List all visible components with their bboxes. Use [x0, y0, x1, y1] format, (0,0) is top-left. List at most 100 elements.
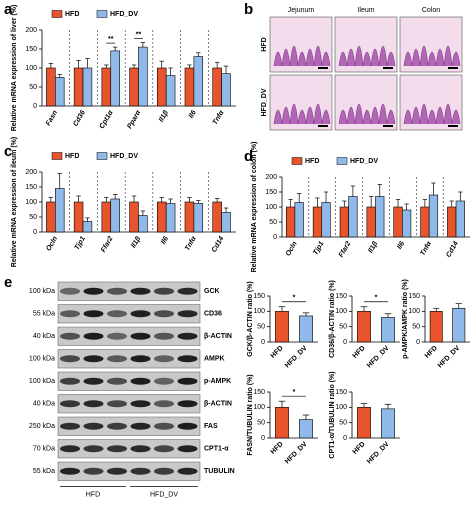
- blot-band: [83, 332, 104, 340]
- protein-label: GCK: [204, 288, 220, 295]
- error-bar: [48, 197, 54, 202]
- panel-label: d: [244, 148, 253, 165]
- tissue: [419, 45, 429, 67]
- blot-band: [130, 355, 151, 363]
- blot-band: [60, 377, 80, 385]
- size-label: 55 kDa: [33, 468, 55, 475]
- protein-label: FAS: [204, 423, 218, 430]
- bar: [184, 67, 195, 107]
- blot-strip: [57, 416, 201, 436]
- bar: [110, 198, 120, 233]
- blot-band: [154, 445, 174, 453]
- blot-band: [83, 400, 104, 408]
- blot-band: [177, 332, 198, 340]
- bar: [55, 188, 65, 233]
- y-tick-label: 50: [339, 324, 347, 331]
- blot-band: [83, 355, 104, 363]
- size-label: 100 kDa: [29, 356, 55, 363]
- error-bar: [214, 198, 220, 202]
- y-axis-label: FASN/TUBULIN ratio (%): [247, 374, 254, 455]
- error-bar: [278, 400, 286, 408]
- y-tick-label: 100: [335, 308, 347, 315]
- scale-bar: [448, 67, 458, 69]
- tissue: [281, 106, 291, 125]
- y-tick-label: 50: [412, 324, 420, 331]
- y-tick-label: 100: [335, 404, 347, 411]
- scale-bar: [448, 125, 458, 127]
- bar: [299, 419, 313, 439]
- tissue: [354, 45, 364, 67]
- bar: [348, 196, 358, 238]
- error-bar: [449, 200, 454, 207]
- tissue: [427, 51, 437, 67]
- tissue: [419, 103, 429, 125]
- bar: [294, 202, 304, 238]
- y-tick-label: 0: [343, 339, 347, 346]
- y-tick-label: 50: [257, 324, 265, 331]
- tissue: [362, 109, 372, 125]
- tissue: [338, 51, 348, 67]
- bar: [299, 315, 313, 343]
- blot-band: [154, 377, 174, 385]
- y-tick-label: 0: [261, 339, 265, 346]
- blot-band: [130, 287, 151, 295]
- legend-label: HFD: [65, 153, 79, 160]
- bar: [46, 201, 56, 233]
- tissue: [403, 109, 413, 125]
- error-bar: [458, 191, 463, 201]
- y-tick-label: 150: [265, 189, 277, 196]
- y-tick-label: 150: [25, 46, 37, 53]
- sig-label: *: [293, 295, 296, 302]
- blot-band: [60, 422, 80, 430]
- bar: [357, 407, 371, 439]
- y-axis-label: GCK/β-ACTIN ratio (%): [247, 281, 254, 356]
- error-bar: [455, 303, 462, 309]
- blot-band: [107, 355, 127, 363]
- bar: [82, 67, 93, 107]
- scale-bar: [383, 125, 393, 127]
- y-tick-label: 0: [33, 103, 37, 110]
- tissue: [313, 103, 323, 125]
- bar: [212, 201, 222, 233]
- y-axis-label: Relative mRNA expression of liver (%): [11, 5, 18, 132]
- tissue: [435, 106, 445, 125]
- bar: [165, 75, 176, 107]
- size-label: 40 kDa: [33, 333, 55, 340]
- bar: [428, 194, 439, 238]
- error-bar: [104, 64, 109, 68]
- error-bar: [288, 199, 293, 207]
- error-bar: [187, 64, 192, 68]
- tissue: [297, 51, 307, 67]
- column-label: Jejunum: [288, 7, 315, 14]
- bar: [357, 311, 371, 343]
- blot-band: [107, 400, 127, 408]
- bar: [381, 408, 395, 439]
- bar: [420, 206, 430, 238]
- y-axis-label: CD36/β-ACTIN ratio (%): [329, 280, 336, 358]
- x-tick-label: Il6: [160, 235, 170, 245]
- blot-band: [107, 422, 127, 430]
- error-bar: [360, 403, 368, 408]
- protein-label: TUBULIN: [204, 468, 235, 475]
- legend-label: HFD_DV: [110, 11, 138, 18]
- y-tick-label: 200: [25, 169, 37, 176]
- blot-band: [177, 467, 198, 475]
- blot-band: [130, 332, 151, 340]
- bar: [129, 201, 139, 233]
- bar: [138, 215, 148, 233]
- error-bar: [278, 306, 286, 312]
- error-bar: [131, 64, 137, 68]
- blot-strip: [57, 281, 201, 301]
- bar: [381, 317, 395, 343]
- tissue: [289, 45, 299, 67]
- y-tick-label: 100: [25, 65, 37, 72]
- bar: [101, 201, 112, 233]
- bar: [46, 67, 56, 107]
- error-bar: [360, 306, 368, 312]
- group-label: HFD: [86, 491, 100, 498]
- error-bar: [140, 210, 146, 216]
- error-bar: [323, 191, 329, 203]
- tissue: [346, 106, 356, 125]
- tissue: [362, 51, 372, 67]
- y-tick-label: 200: [25, 27, 37, 34]
